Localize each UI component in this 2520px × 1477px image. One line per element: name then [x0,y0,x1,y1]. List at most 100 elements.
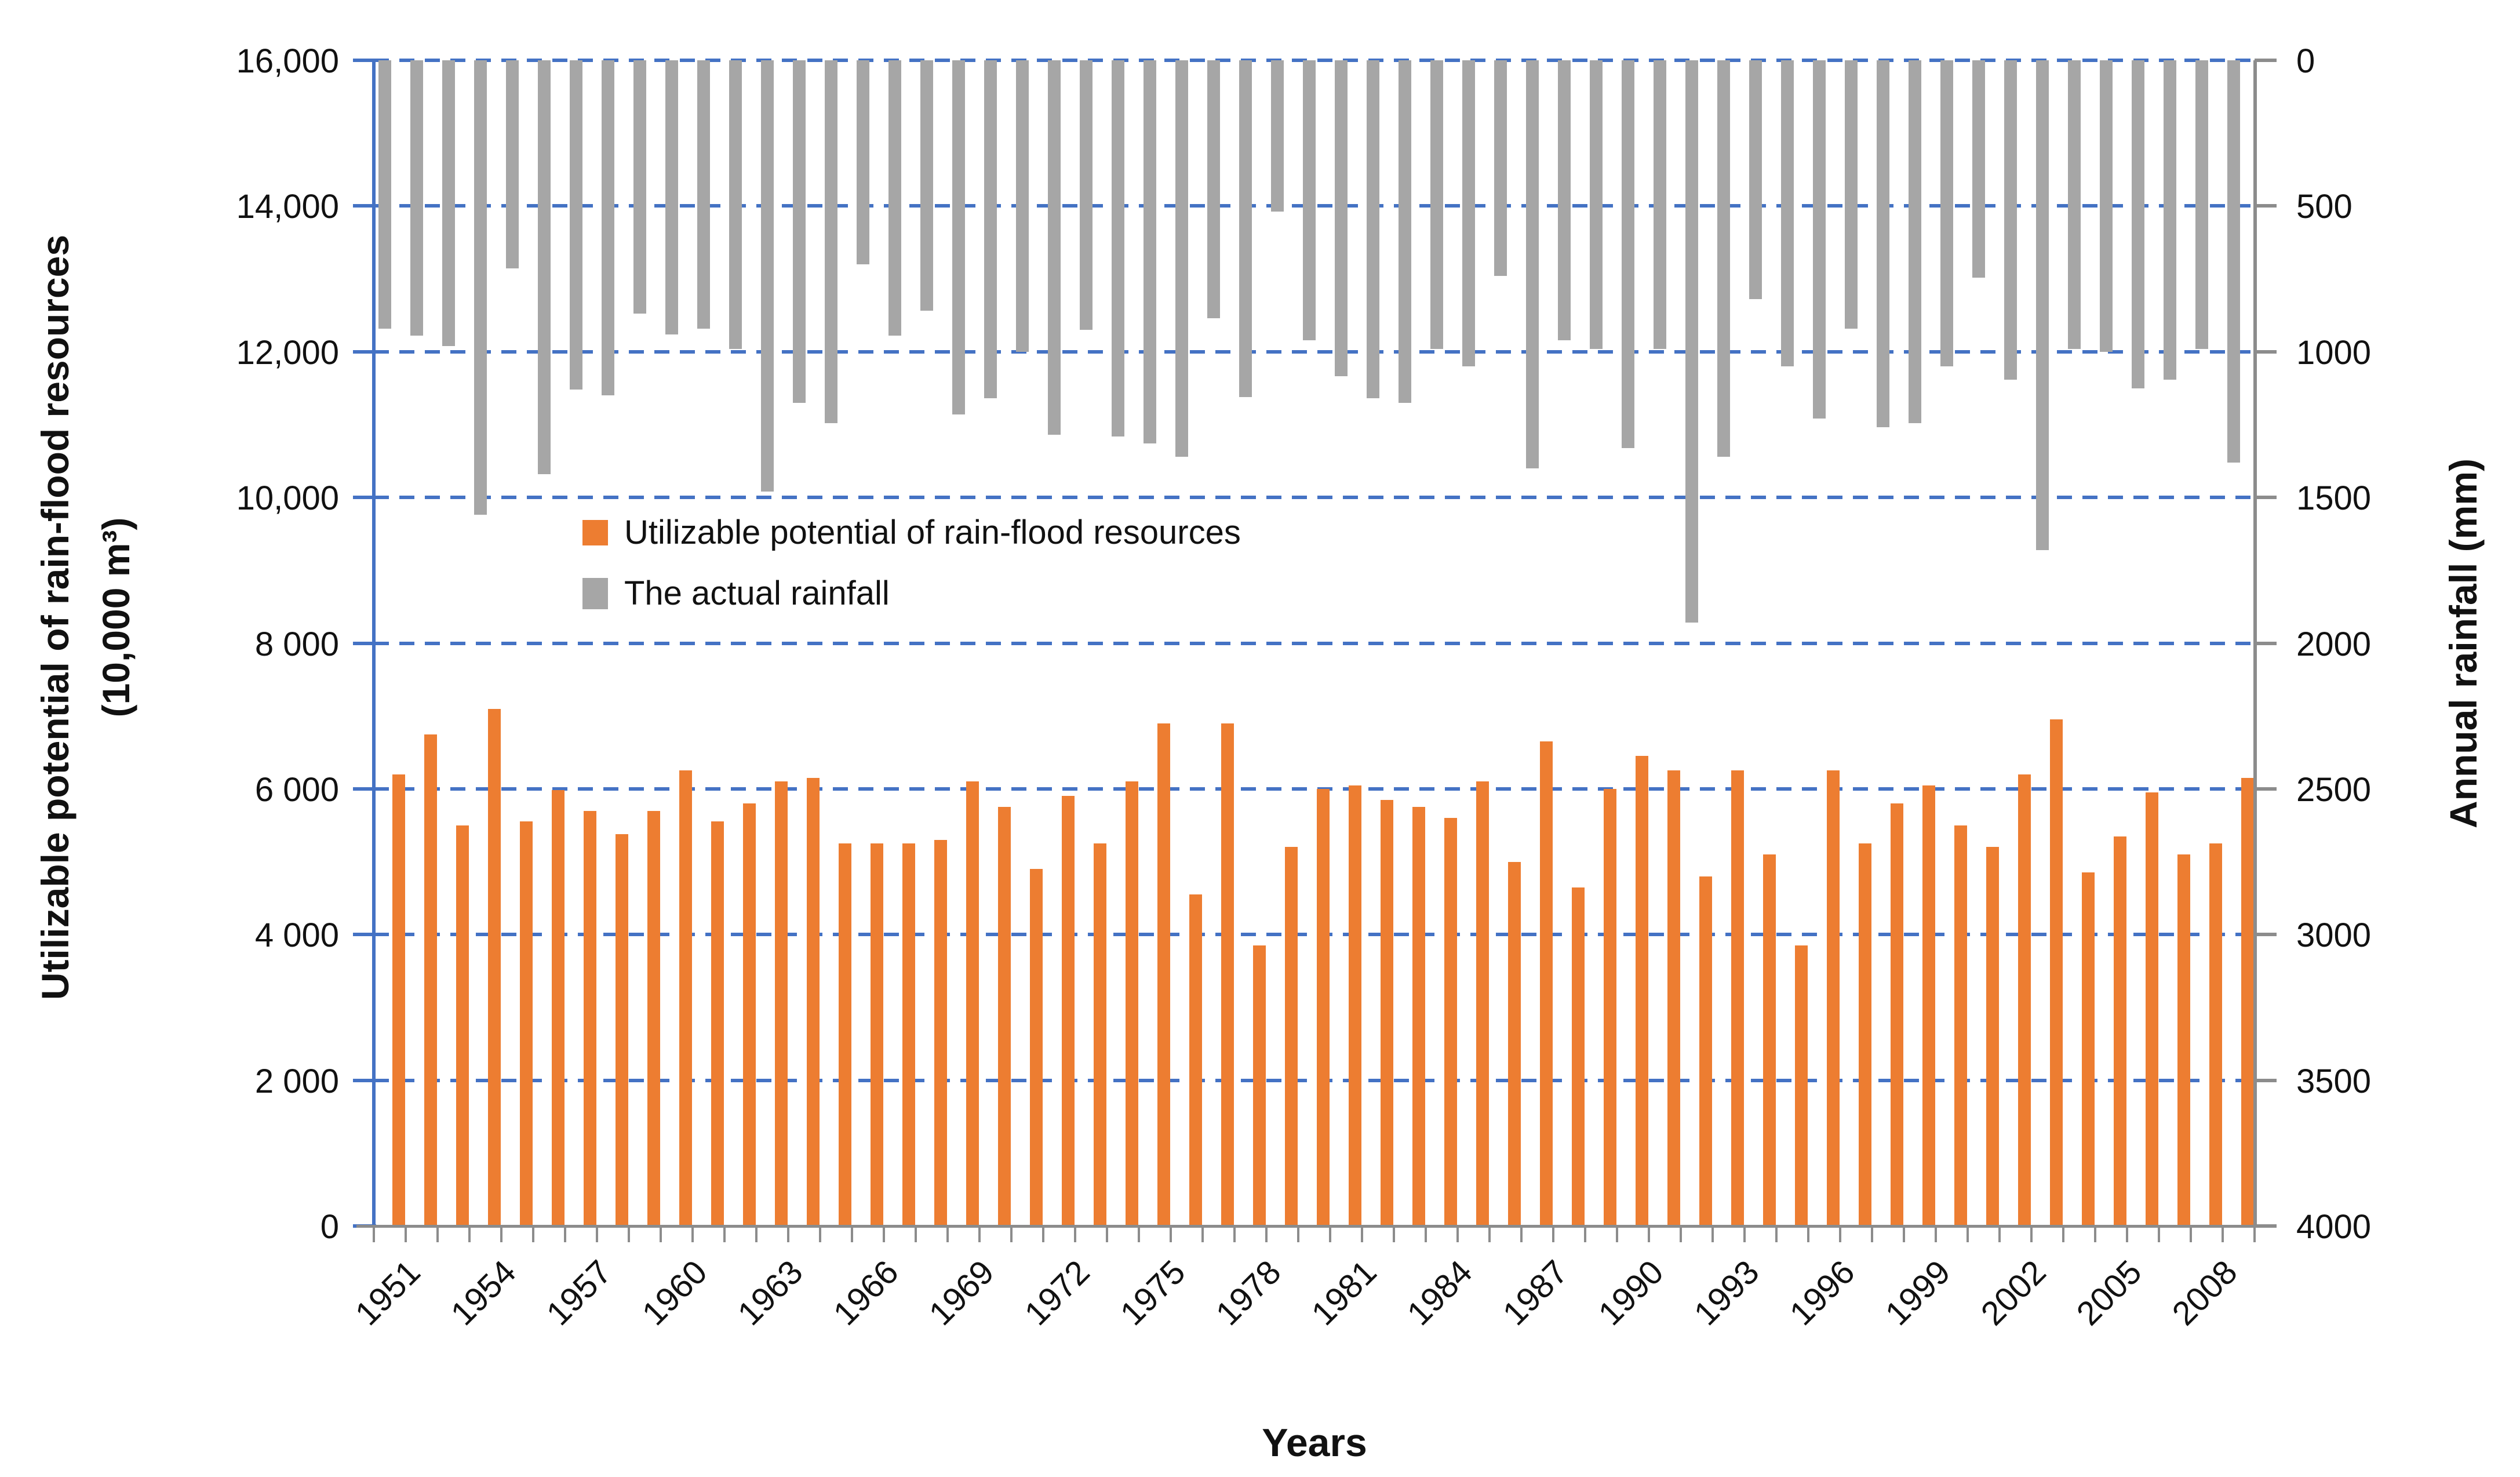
x-axis-year-tick [1520,1226,1523,1242]
x-axis-year-label: 1957 [538,1253,619,1333]
left-axis-tick [353,496,376,500]
rainfall-bar [1876,60,1889,428]
rainfall-bar [2067,60,2081,349]
x-axis-year-label: 1972 [1017,1253,1097,1333]
gridline [374,350,2255,354]
x-axis-year-tick [1488,1226,1491,1242]
rainfall-bar [1302,60,1316,340]
left-axis-tick [353,933,376,937]
rainfall-bar [1334,60,1348,377]
right-axis-tick-label: 1500 [2296,479,2372,518]
utilizable-potential-bar [1826,770,1840,1226]
utilizable-potential-bar [1316,788,1330,1226]
rainfall-bar [1972,60,1985,278]
x-axis-year-label: 1984 [1399,1253,1480,1333]
rainfall-bar [1430,60,1443,349]
rainfall-bar [792,60,806,403]
right-axis-tick [2255,1078,2277,1082]
legend-item: The actual rainfall [582,574,1241,613]
utilizable-potential-bar [1571,887,1585,1226]
rainfall-bar [1239,60,1252,397]
x-axis-year-label: 1969 [921,1253,1002,1333]
utilizable-potential-bar [838,843,851,1226]
gridline [374,496,2255,500]
gridline [374,641,2255,645]
utilizable-potential-bar [742,803,756,1226]
utilizable-potential-bar [615,834,628,1226]
right-axis-tick [2255,641,2277,645]
left-axis-tick [353,641,376,645]
utilizable-potential-bar [902,843,915,1226]
rainfall-bar [2035,60,2049,550]
rainfall-bar [1589,60,1603,349]
rainfall-bar [1908,60,1921,423]
rainfall-bar [1685,60,1698,623]
rainfall-bar [1621,60,1634,448]
x-axis-year-tick [2062,1226,2064,1242]
x-axis-title: Years [1262,1421,1367,1465]
right-axis-tick-label: 500 [2296,188,2353,226]
right-axis-tick [2255,496,2277,500]
utilizable-potential-bar [934,839,947,1226]
left-axis-line [372,60,376,1226]
utilizable-potential-bar [1762,854,1776,1226]
right-axis-tick-label: 3500 [2296,1062,2372,1100]
utilizable-potential-bar [966,781,979,1226]
x-axis-year-tick [436,1226,439,1242]
rainfall-bar [1749,60,1762,300]
x-axis-year-label: 2005 [2069,1253,2149,1333]
x-axis-year-tick [787,1226,789,1242]
utilizable-potential-bar [1348,785,1361,1226]
utilizable-potential-bar [1922,785,1935,1226]
rainfall-bar [1844,60,1858,329]
x-axis-year-tick [2253,1226,2256,1242]
right-axis-tick-label: 2000 [2296,625,2372,663]
rainfall-bar [1398,60,1411,403]
utilizable-potential-bar [2113,836,2126,1226]
utilizable-potential-bar [1603,788,1616,1226]
x-axis-year-tick [1584,1226,1586,1242]
x-axis-year-tick [373,1226,375,1242]
rainfall-bar [1079,60,1093,330]
rainfall-bar [2099,60,2113,352]
utilizable-potential-bar [870,843,883,1226]
x-axis-year-tick [1297,1226,1299,1242]
utilizable-potential-bar [1412,807,1425,1226]
x-axis-year-tick [2030,1226,2033,1242]
legend: Utilizable potential of rain-flood resou… [582,513,1241,613]
utilizable-potential-bar [456,825,469,1226]
x-axis-line [356,1225,2272,1228]
x-axis-year-tick [1329,1226,1331,1242]
rainfall-bar [505,60,519,269]
utilizable-potential-bar [583,810,596,1226]
gridline [374,787,2255,791]
x-axis-year-tick [915,1226,917,1242]
x-axis-year-tick [1138,1226,1140,1242]
utilizable-potential-bar [1731,770,1744,1226]
rainfall-bar [1175,60,1188,457]
utilizable-potential-bar [1954,825,1967,1226]
utilizable-potential-bar [551,790,565,1226]
x-axis-year-label: 1999 [1877,1253,1958,1333]
utilizable-potential-bar [1093,843,1106,1226]
x-axis-year-label: 1963 [730,1253,810,1333]
right-axis-tick-label: 4000 [2296,1208,2372,1246]
x-axis-year-tick [1903,1226,1905,1242]
utilizable-potential-bar [2081,872,2095,1226]
utilizable-potential-bar [1061,796,1075,1226]
x-axis-year-label: 2008 [2164,1253,2245,1333]
utilizable-potential-bar [1029,869,1043,1226]
x-axis-year-tick [2222,1226,2224,1242]
x-axis-year-tick [660,1226,662,1242]
x-axis-year-tick [1456,1226,1459,1242]
rainfall-bar [1780,60,1794,366]
rainfall-bar [1812,60,1826,419]
legend-swatch-gray [582,577,608,609]
x-axis-year-label: 1978 [1208,1253,1288,1333]
utilizable-potential-bar [1794,945,1808,1226]
utilizable-potential-bar [2049,719,2063,1226]
rainfall-bar [1015,60,1029,352]
left-axis-tick-label: 12,000 [236,333,339,372]
x-axis-year-tick [1680,1226,1682,1242]
x-axis-year-tick [1552,1226,1554,1242]
